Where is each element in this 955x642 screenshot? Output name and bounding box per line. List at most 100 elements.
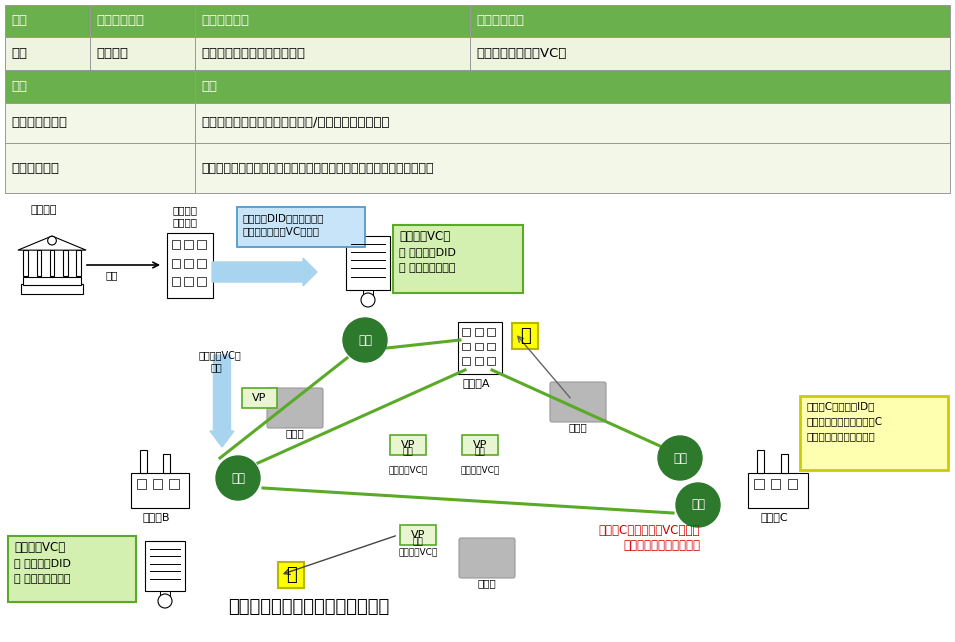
FancyBboxPatch shape — [267, 388, 323, 428]
Text: 取引先の真正性確認は都度自分/自社でやる必要あり: 取引先の真正性確認は都度自分/自社でやる必要あり — [201, 116, 390, 130]
Bar — [172, 240, 180, 249]
Text: 事業所（VC）: 事業所（VC） — [14, 541, 65, 554]
Bar — [5, 103, 195, 143]
Bar — [195, 143, 950, 193]
Bar — [184, 240, 193, 249]
Text: 公的機関: 公的機関 — [30, 205, 56, 215]
Text: 契約書: 契約書 — [286, 428, 305, 438]
FancyBboxPatch shape — [550, 382, 606, 422]
Text: 明書を紐づけたVCを発行: 明書を紐づけたVCを発行 — [242, 226, 319, 236]
Circle shape — [676, 483, 720, 527]
Text: 提示: 提示 — [413, 537, 423, 546]
Circle shape — [216, 456, 260, 500]
Bar — [462, 343, 470, 350]
Text: 区分: 区分 — [11, 80, 27, 93]
Bar — [195, 5, 470, 37]
Bar — [393, 225, 523, 293]
Bar — [400, 525, 436, 545]
Text: 事業所（VC）: 事業所（VC） — [398, 547, 437, 556]
Text: 事業所（VC）: 事業所（VC） — [460, 465, 499, 474]
Text: 提示: 提示 — [403, 447, 414, 456]
Text: 事業所Cは事業所IDの: 事業所Cは事業所IDの — [806, 401, 875, 411]
Bar — [184, 259, 193, 268]
Bar — [172, 259, 180, 268]
Text: 事業所のDIDにデジタル証: 事業所のDIDにデジタル証 — [242, 213, 324, 223]
Text: ペインポイント: ペインポイント — [11, 116, 67, 130]
Text: 事業所（VC）: 事業所（VC） — [389, 465, 428, 474]
Text: 認定: 認定 — [105, 270, 117, 280]
Bar — [5, 143, 195, 193]
Bar — [131, 473, 189, 507]
Text: VP: VP — [252, 393, 266, 403]
Text: 分野: 分野 — [11, 15, 27, 28]
Text: 公的機関に認可された認証機構である第三者が事業所の真正性を保証: 公的機関に認可された認証機構である第三者が事業所の真正性を保証 — [201, 162, 434, 175]
Circle shape — [658, 436, 702, 480]
Bar — [195, 103, 950, 143]
Bar — [169, 479, 179, 489]
Text: 事業所C: 事業所C — [760, 512, 788, 522]
Bar — [781, 454, 788, 473]
Bar — [800, 396, 948, 470]
Bar — [5, 5, 90, 37]
Bar — [23, 277, 81, 284]
Text: 説明: 説明 — [201, 80, 217, 93]
Text: ・ 事業所のDID: ・ 事業所のDID — [399, 247, 456, 257]
Text: 検証: 検証 — [673, 451, 687, 465]
Bar — [198, 259, 205, 268]
Text: 契約書: 契約書 — [478, 578, 497, 588]
Text: 取引契約締結時のビジネスモデル: 取引契約締結時のビジネスモデル — [228, 598, 390, 616]
Text: 事業所B: 事業所B — [142, 512, 169, 522]
Bar — [90, 5, 195, 37]
Text: 取引契約: 取引契約 — [96, 47, 128, 60]
Text: デジタル: デジタル — [172, 205, 197, 215]
Text: VP: VP — [401, 440, 415, 450]
Text: 提示: 提示 — [211, 362, 223, 372]
Bar — [195, 37, 470, 70]
Text: ？: ？ — [520, 327, 530, 345]
Bar — [512, 323, 538, 349]
Bar — [5, 70, 195, 103]
Text: 公的機関、認証機構、事業所: 公的機関、認証機構、事業所 — [201, 47, 305, 60]
Bar — [462, 358, 470, 365]
Bar — [462, 328, 470, 336]
Bar — [390, 435, 426, 455]
Text: 事業所A: 事業所A — [462, 378, 490, 388]
Bar — [145, 541, 185, 591]
Bar — [163, 454, 170, 473]
Text: 検証: 検証 — [691, 498, 705, 512]
Bar — [137, 479, 146, 489]
Bar — [754, 479, 764, 489]
Bar — [153, 479, 162, 489]
Text: 契約書、事業所（VC）: 契約書、事業所（VC） — [476, 47, 566, 60]
Polygon shape — [18, 236, 86, 250]
Text: 契約書: 契約書 — [568, 422, 587, 432]
Bar — [90, 37, 195, 70]
Bar — [5, 37, 90, 70]
Bar — [475, 343, 482, 350]
Bar — [21, 284, 83, 294]
Bar — [458, 322, 502, 374]
Bar — [198, 277, 205, 286]
Bar — [167, 232, 213, 297]
Text: 事業所（VC）: 事業所（VC） — [399, 230, 450, 243]
Text: の真正性は証明できない: の真正性は証明できない — [806, 431, 875, 441]
Bar — [771, 479, 780, 489]
Text: 認証機構: 認証機構 — [172, 217, 197, 227]
Text: VP: VP — [473, 440, 487, 450]
Text: ・ デジタル証明書: ・ デジタル証明書 — [399, 263, 456, 273]
FancyBboxPatch shape — [459, 538, 515, 578]
Bar — [487, 358, 495, 365]
Text: 検証: 検証 — [358, 333, 372, 347]
Text: 事業所（VC）: 事業所（VC） — [199, 350, 242, 360]
Text: 提供する価値: 提供する価値 — [11, 162, 59, 175]
FancyArrow shape — [212, 258, 317, 286]
Bar — [24, 250, 29, 276]
Circle shape — [158, 594, 172, 608]
Bar — [195, 70, 950, 103]
Bar — [139, 450, 147, 473]
Text: 検証: 検証 — [231, 471, 245, 485]
Bar — [62, 250, 68, 276]
Bar — [8, 536, 136, 602]
Bar — [36, 250, 41, 276]
Text: 提示がないため、事業所C: 提示がないため、事業所C — [806, 416, 882, 426]
